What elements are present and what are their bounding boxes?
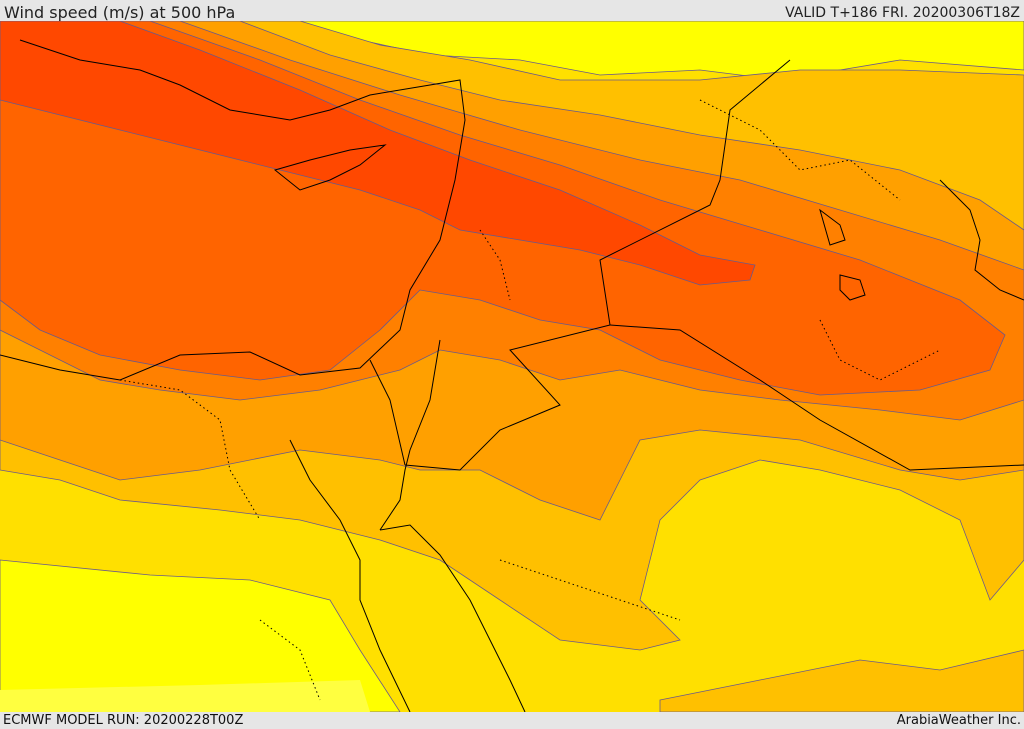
map-title: Wind speed (m/s) at 500 hPa — [4, 3, 236, 22]
credit-label: ArabiaWeather Inc. — [896, 713, 1021, 728]
wind-speed-map — [0, 21, 1024, 712]
wind-band-bright-yellow-corner — [0, 680, 370, 712]
valid-time: VALID T+186 FRI. 20200306T18Z — [785, 5, 1020, 21]
coastlines — [0, 39, 1024, 712]
wind-band-red-core — [0, 21, 756, 286]
internal-boundaries — [119, 99, 941, 701]
map-panel — [0, 21, 1024, 712]
header-bar: Wind speed (m/s) at 500 hPa VALID T+186 … — [0, 0, 1024, 22]
wind-band-bright-yellow-south — [0, 559, 401, 712]
model-run-label: ECMWF MODEL RUN: 20200228T00Z — [3, 713, 244, 728]
footer-bar: ECMWF MODEL RUN: 20200228T00Z ArabiaWeat… — [0, 712, 1024, 729]
wind-band-light-orange-south — [659, 649, 1024, 712]
